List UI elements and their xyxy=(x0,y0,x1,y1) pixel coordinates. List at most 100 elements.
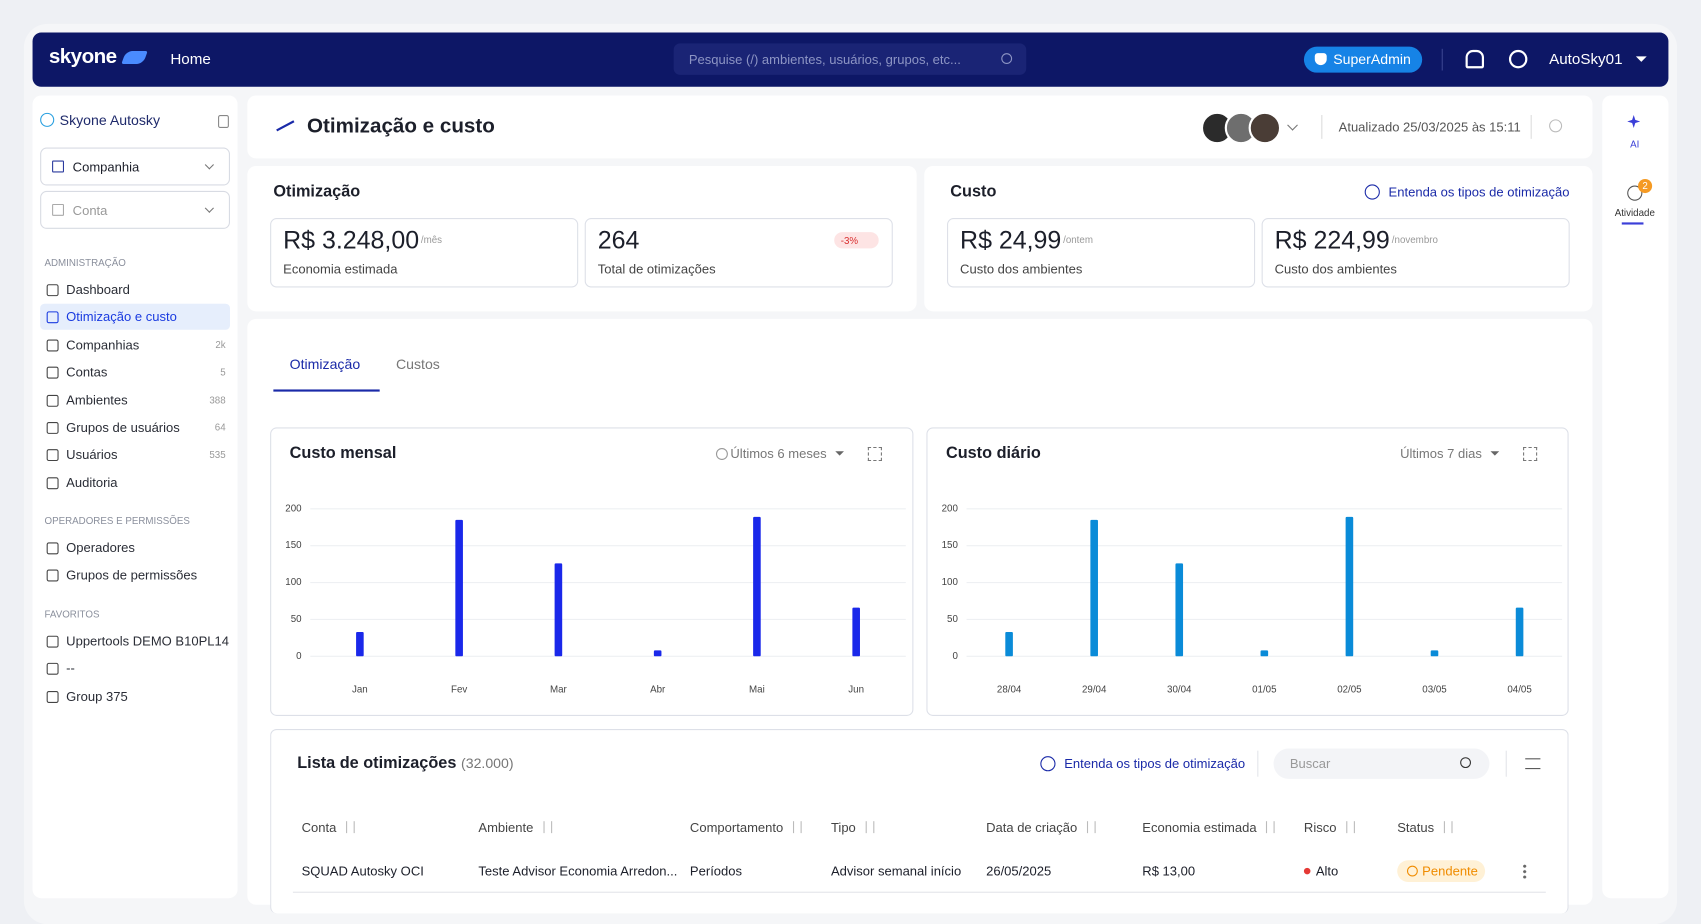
nav-item[interactable]: Grupos de permissões xyxy=(66,567,198,583)
nav-item[interactable]: Grupos de usuários xyxy=(66,419,180,436)
divider xyxy=(1257,750,1259,777)
filter-caret xyxy=(835,451,844,456)
column-header[interactable]: Conta xyxy=(301,820,337,836)
info-link[interactable]: Entenda os tipos de otimização xyxy=(1388,184,1570,200)
rail-underline xyxy=(1621,222,1644,225)
nav-item[interactable]: Usuários xyxy=(66,447,118,463)
kpi-value: R$ 24,99 xyxy=(960,225,1062,254)
nav-icon xyxy=(46,690,59,703)
nav-item[interactable]: Auditoria xyxy=(66,474,118,491)
column-header[interactable]: Status xyxy=(1397,820,1435,836)
header-divider xyxy=(1321,114,1323,139)
nav-count: 64 xyxy=(214,421,226,433)
kpi-box xyxy=(947,218,1256,288)
expand-icon[interactable] xyxy=(1523,446,1538,462)
risk-cell: Alto xyxy=(1315,863,1339,879)
search-placeholder: Pesquise (/) ambientes, usuários, grupos… xyxy=(688,52,961,68)
header-divider xyxy=(1530,114,1532,139)
nav-item[interactable]: Otimização e custo xyxy=(66,309,177,325)
search-icon xyxy=(1460,757,1471,769)
section-title: OPERADORES E PERMISSÕES xyxy=(44,515,190,527)
nav-item[interactable]: Ambientes xyxy=(66,392,128,408)
sort-icon xyxy=(1086,821,1096,834)
nav-item[interactable]: Contas xyxy=(66,364,108,380)
kpi-unit: /novembro xyxy=(1391,234,1438,246)
nav-icon xyxy=(46,421,59,434)
nav-icon xyxy=(46,339,59,352)
bell-icon[interactable] xyxy=(1465,49,1485,69)
tab-underline xyxy=(273,389,380,392)
refresh-icon[interactable] xyxy=(1549,119,1563,133)
table-title: Lista de otimizações xyxy=(297,753,457,773)
sort-icon xyxy=(865,821,875,834)
column-header[interactable]: Comportamento xyxy=(689,820,784,836)
chart-filter[interactable]: Últimos 6 meses xyxy=(730,445,827,462)
status-icon xyxy=(1406,865,1418,877)
column-header[interactable]: Tipo xyxy=(830,820,856,836)
nav-icon xyxy=(46,366,59,379)
chart-filter[interactable]: Últimos 7 dias xyxy=(1400,445,1482,462)
kpi-label: Economia estimada xyxy=(283,261,398,277)
nav-count: 535 xyxy=(209,449,226,461)
nav-icon xyxy=(46,477,59,490)
table-count: (32.000) xyxy=(461,755,514,772)
kpi-label: Custo dos ambientes xyxy=(1274,261,1397,277)
nav-count: 2k xyxy=(215,339,226,351)
kpi-unit: /ontem xyxy=(1063,234,1093,246)
sort-icon xyxy=(346,821,355,834)
nav-item[interactable]: Companhias xyxy=(66,337,140,353)
select-box[interactable] xyxy=(40,190,230,229)
nav-item[interactable]: -- xyxy=(66,661,75,677)
table-cell: 26/05/2025 xyxy=(986,863,1052,879)
table-cell: Teste Advisor Economia Arredon... xyxy=(478,863,678,879)
column-header[interactable]: Data de criação xyxy=(986,820,1078,836)
tab[interactable]: Custos xyxy=(395,355,440,373)
row-menu[interactable] xyxy=(1523,863,1527,879)
table-cell: R$ 13,00 xyxy=(1142,863,1196,879)
tab[interactable]: Otimização xyxy=(289,355,361,373)
home-link[interactable]: Home xyxy=(170,49,211,68)
chart-card xyxy=(270,427,914,716)
settings-icon[interactable] xyxy=(1508,49,1528,69)
info-link[interactable]: Entenda os tipos de otimização xyxy=(1064,756,1246,772)
filter-icon[interactable] xyxy=(1525,758,1541,770)
select-box[interactable] xyxy=(40,147,230,186)
section-title: ADMINISTRAÇÃO xyxy=(44,257,126,268)
active-item-bg xyxy=(40,304,230,331)
nav-count: 5 xyxy=(220,366,226,378)
table-cell: SQUAD Autosky OCI xyxy=(301,863,424,879)
org-icon xyxy=(40,112,55,127)
select-icon xyxy=(52,160,65,173)
column-header[interactable]: Economia estimada xyxy=(1142,820,1257,836)
nav-item[interactable]: Uppertools DEMO B10PL14 xyxy=(66,633,229,649)
select-label: Companhia xyxy=(72,159,140,175)
table-search[interactable] xyxy=(1273,748,1490,779)
sort-icon xyxy=(543,821,553,834)
kpi-value: R$ 3.248,00 xyxy=(283,225,420,254)
table-cell: Períodos xyxy=(689,863,743,879)
kpi-value: 264 xyxy=(597,225,640,254)
nav-icon xyxy=(46,284,59,297)
kpi-value: R$ 224,99 xyxy=(1274,225,1390,254)
divider xyxy=(1505,750,1507,777)
user-name[interactable]: AutoSky01 xyxy=(1549,49,1623,68)
column-header[interactable]: Risco xyxy=(1303,820,1337,836)
nav-item[interactable]: Group 375 xyxy=(66,688,128,704)
nav-item[interactable]: Operadores xyxy=(66,540,135,556)
activity-badge-count: 2 xyxy=(1642,180,1648,191)
kpi-unit: /mês xyxy=(420,234,443,246)
expand-icon[interactable] xyxy=(867,446,882,462)
select-icon xyxy=(52,203,65,216)
nav-item[interactable]: Dashboard xyxy=(66,282,130,298)
chart-title: Custo diário xyxy=(945,443,1041,463)
search-box[interactable] xyxy=(673,43,1027,75)
activity-icon[interactable] xyxy=(1627,185,1643,201)
superadmin-icon xyxy=(1314,53,1327,66)
brand: skyone xyxy=(48,45,117,69)
table-cell: Advisor semanal início xyxy=(830,863,962,879)
column-header[interactable]: Ambiente xyxy=(478,820,534,836)
collapse-icon[interactable] xyxy=(218,114,229,129)
nav-icon xyxy=(46,394,59,407)
page-title: Otimização e custo xyxy=(306,114,495,138)
